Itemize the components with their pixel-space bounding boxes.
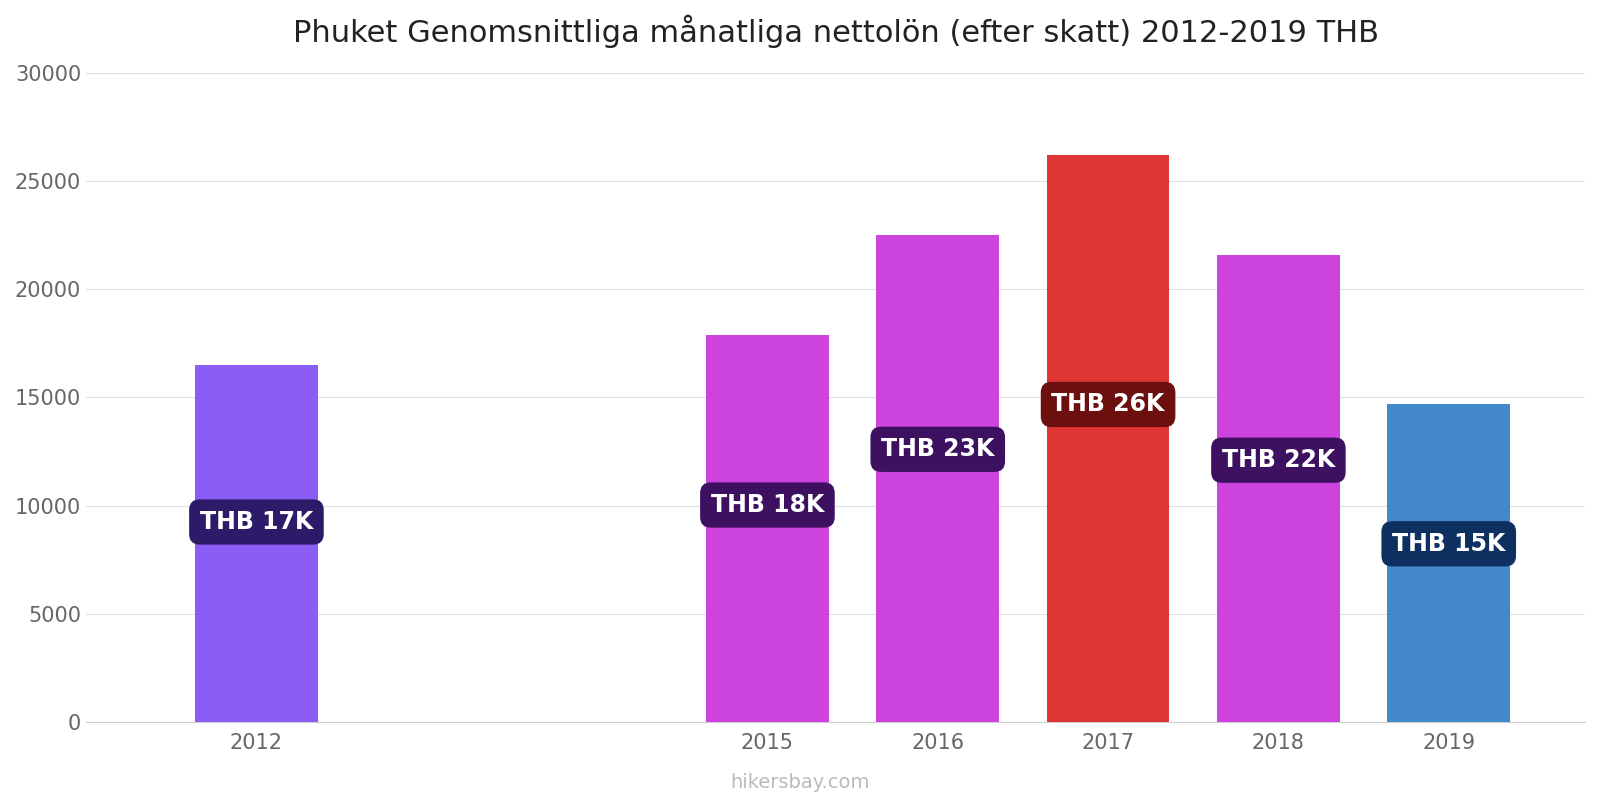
Bar [1218, 254, 1339, 722]
Bar [195, 365, 318, 722]
Bar [877, 235, 998, 722]
Text: THB 17K: THB 17K [200, 510, 314, 534]
Text: THB 15K: THB 15K [1392, 532, 1506, 556]
Text: THB 23K: THB 23K [882, 438, 995, 462]
Title: Phuket Genomsnittliga månatliga nettolön (efter skatt) 2012-2019 THB: Phuket Genomsnittliga månatliga nettolön… [293, 15, 1379, 48]
Bar [1046, 155, 1170, 722]
Text: hikersbay.com: hikersbay.com [730, 773, 870, 792]
Text: THB 18K: THB 18K [710, 493, 824, 517]
Bar [1387, 404, 1510, 722]
Bar [706, 334, 829, 722]
Text: THB 26K: THB 26K [1051, 393, 1165, 417]
Text: THB 22K: THB 22K [1222, 448, 1334, 472]
